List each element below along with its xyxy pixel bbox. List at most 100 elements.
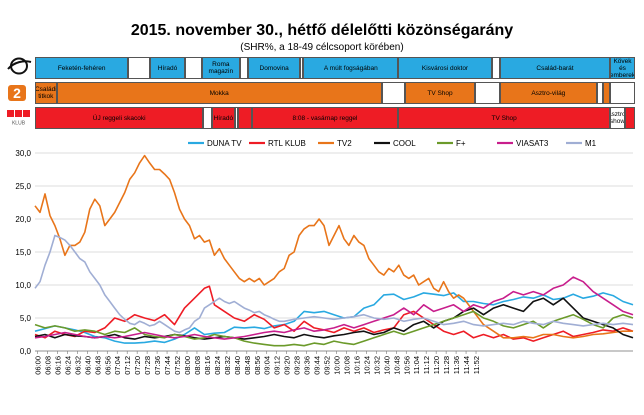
x-tick-label: 08:16	[203, 356, 212, 375]
page-subtitle: (SHR%, a 18-49 célcsoport körében)	[240, 42, 404, 53]
x-tick-label: 08:00	[183, 356, 192, 375]
x-tick-label: 06:16	[53, 356, 62, 375]
x-tick-label: 09:28	[293, 356, 302, 375]
program-block	[238, 107, 252, 129]
x-tick-label: 11:20	[432, 356, 441, 374]
program-block: Kisvárosi doktor	[398, 57, 492, 79]
x-tick-label: 10:00	[332, 356, 341, 375]
audience-share-line-chart: 0,0 5,0 10,0 15,0 20,0 25,0 30,0 06:00 06:08 06:1…	[15, 139, 634, 375]
program-block: Családi titkok	[35, 82, 57, 104]
x-tick-label: 08:24	[213, 356, 222, 375]
x-tick-label: 06:00	[33, 356, 42, 375]
x-tick-label: 08:40	[233, 356, 242, 375]
x-tick-label: 11:12	[422, 356, 431, 374]
y-tick-label: 10,0	[15, 281, 31, 290]
program-block	[185, 57, 202, 79]
x-tick-label: 11:52	[472, 356, 481, 374]
x-tick-label: 08:48	[243, 356, 252, 375]
x-tick-label: 10:08	[342, 356, 351, 375]
program-block: 8:08 - vasárnap reggel	[251, 107, 399, 129]
svg-text:2: 2	[13, 85, 21, 101]
x-tick-label: 07:20	[133, 356, 142, 375]
program-block	[300, 57, 304, 79]
program-block: Híradó	[150, 57, 185, 79]
program-block: TV Shop	[398, 107, 610, 129]
x-tick-label: 06:56	[103, 356, 112, 375]
x-tick-label: 06:48	[93, 356, 102, 375]
program-block: Mokka	[56, 82, 382, 104]
series-line-viasat3	[34, 276, 634, 340]
program-block	[625, 107, 635, 129]
program-block	[128, 57, 150, 79]
program-block: Híradó	[211, 107, 235, 129]
legend-label: VIASAT3	[516, 139, 549, 148]
x-tick-label: 06:40	[83, 356, 92, 375]
program-block: Roma magazin	[201, 57, 240, 79]
program-block: Domovina	[248, 57, 300, 79]
schedule-row-duna: Feketén-fehéren Híradó Roma magazin Domovin…	[35, 57, 635, 79]
x-tick-label: 09:12	[273, 356, 282, 375]
x-tick-label: 09:44	[313, 356, 322, 375]
x-tick-label: 06:08	[43, 356, 52, 375]
x-tick-label: 07:36	[153, 356, 162, 375]
program-block: TV Shop	[405, 82, 475, 104]
y-tick-label: 15,0	[15, 248, 31, 257]
y-tick-label: 20,0	[15, 215, 31, 224]
duna-logo-icon	[7, 57, 32, 75]
x-tick-label: 10:16	[352, 356, 361, 375]
series-line-duna-tv	[34, 292, 634, 344]
legend-label: DUNA TV	[207, 139, 242, 148]
legend-label: COOL	[393, 139, 416, 148]
x-tick-label: 11:36	[452, 356, 461, 374]
x-tick-label: 09:04	[263, 356, 272, 375]
program-block: A múlt fogságában	[303, 57, 399, 79]
program-block: Asztro-show	[610, 107, 625, 129]
program-block	[610, 82, 635, 104]
legend-label: RTL KLUB	[268, 139, 306, 148]
x-tick-label: 07:04	[113, 356, 122, 375]
program-block	[240, 57, 249, 79]
x-tick-label: 11:04	[412, 356, 421, 374]
x-tick-label: 11:28	[442, 356, 451, 374]
x-tick-label: 07:44	[163, 356, 172, 375]
program-block: Feketén-fehéren	[35, 57, 129, 79]
x-tick-label: 10:24	[362, 356, 371, 375]
program-block	[596, 82, 604, 104]
x-tick-label: 10:40	[382, 356, 391, 375]
x-tick-label: 08:08	[193, 356, 202, 375]
schedule-row-tv2: Családi titkok Mokka TV Shop Asztro-világ	[35, 82, 635, 104]
x-tick-label: 10:32	[372, 356, 381, 375]
series-line-tv2	[34, 154, 633, 339]
tv2-logo-icon: 2	[8, 85, 26, 101]
rtl-logo-icon: KLUB	[7, 110, 30, 127]
x-tick-label: 09:52	[323, 356, 332, 375]
y-tick-label: 5,0	[20, 314, 32, 323]
y-tick-label: 25,0	[15, 182, 31, 191]
program-block: Asztro-világ	[500, 82, 597, 104]
series-line-rtl-klub	[34, 285, 634, 342]
program-block	[381, 82, 405, 104]
x-tick-label: 10:56	[402, 356, 411, 375]
program-block: Család-barát	[500, 57, 610, 79]
x-tick-label: 07:28	[143, 356, 152, 375]
x-tick-label: 07:52	[173, 356, 182, 375]
x-tick-label: 10:48	[392, 356, 401, 375]
svg-text:KLUB: KLUB	[12, 121, 26, 127]
x-tick-label: 08:32	[223, 356, 232, 375]
legend-label: TV2	[337, 139, 352, 148]
legend-label: F+	[456, 139, 466, 148]
program-block	[491, 57, 500, 79]
program-block	[203, 107, 212, 129]
x-tick-label: 09:20	[283, 356, 292, 375]
x-tick-label: 08:56	[253, 356, 262, 375]
x-tick-label: 06:32	[73, 356, 82, 375]
y-tick-label: 0,0	[20, 347, 32, 356]
x-tick-label: 11:44	[462, 356, 471, 374]
series-line-f-	[34, 310, 634, 347]
legend-label: M1	[585, 139, 597, 148]
x-tick-label: 09:36	[303, 356, 312, 375]
series-line-m1	[34, 234, 634, 334]
x-tick-label: 06:24	[63, 356, 72, 375]
x-tick-label: 07:12	[123, 356, 132, 375]
program-block	[475, 82, 500, 104]
